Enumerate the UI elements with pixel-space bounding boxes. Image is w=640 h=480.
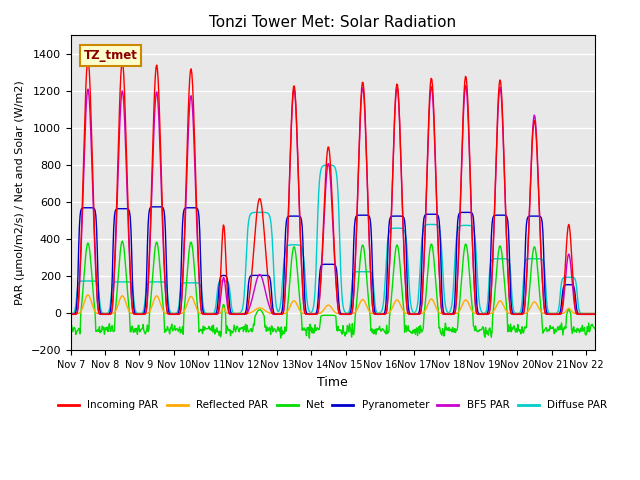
Incoming PAR (616, 312, 623, 317)
Title: Tonzi Tower Met: Solar Radiation: Tonzi Tower Met: Solar Radiation (209, 15, 456, 30)
BF5 PAR (67, 312, 75, 317)
Pyranometer (434, 212, 442, 218)
Reflected PAR (616, 311, 624, 316)
Diffuse PAR (616, 311, 624, 316)
BF5 PAR (232, 312, 240, 317)
Incoming PAR (616, 312, 624, 317)
Incoming PAR (403, 303, 411, 309)
Pyranometer (233, 312, 241, 317)
Reflected PAR (281, 311, 289, 316)
Pyranometer (281, 242, 289, 248)
Y-axis label: PAR (μmol/m2/s) / Net and Solar (W/m2): PAR (μmol/m2/s) / Net and Solar (W/m2) (15, 81, 25, 305)
Pyranometer (260, 273, 268, 278)
Line: Incoming PAR: Incoming PAR (71, 60, 620, 314)
Diffuse PAR (232, 311, 240, 316)
Legend: Incoming PAR, Reflected PAR, Net, Pyranometer, BF5 PAR, Diffuse PAR: Incoming PAR, Reflected PAR, Net, Pyrano… (54, 396, 611, 415)
Diffuse PAR (325, 162, 333, 168)
Diffuse PAR (434, 223, 442, 228)
Incoming PAR (281, 292, 289, 298)
Diffuse PAR (260, 209, 268, 215)
Line: BF5 PAR: BF5 PAR (71, 85, 620, 314)
BF5 PAR (280, 303, 288, 309)
Net (404, 325, 412, 331)
Diffuse PAR (67, 311, 75, 316)
BF5 PAR (461, 83, 469, 88)
Reflected PAR (260, 307, 268, 313)
Incoming PAR (67, 312, 75, 317)
Line: Net: Net (71, 241, 620, 338)
Incoming PAR (84, 57, 92, 62)
Pyranometer (131, 311, 139, 316)
Net (435, 309, 442, 314)
BF5 PAR (433, 208, 441, 214)
Incoming PAR (233, 312, 241, 317)
Reflected PAR (598, 311, 606, 316)
Line: Pyranometer: Pyranometer (71, 207, 620, 314)
BF5 PAR (260, 280, 268, 286)
X-axis label: Time: Time (317, 376, 348, 389)
Net (132, 325, 140, 331)
Pyranometer (616, 312, 624, 317)
Diffuse PAR (403, 242, 411, 248)
Diffuse PAR (280, 255, 288, 261)
Net (260, 313, 268, 319)
Incoming PAR (260, 229, 268, 235)
Line: Diffuse PAR: Diffuse PAR (71, 165, 620, 313)
Pyranometer (67, 312, 75, 317)
Incoming PAR (132, 312, 140, 317)
Net (281, 324, 289, 330)
Pyranometer (153, 204, 161, 210)
Reflected PAR (403, 311, 411, 316)
BF5 PAR (615, 312, 623, 317)
Line: Reflected PAR: Reflected PAR (71, 295, 620, 313)
Text: TZ_tmet: TZ_tmet (84, 49, 138, 62)
Reflected PAR (434, 308, 442, 313)
Reflected PAR (67, 311, 75, 316)
BF5 PAR (131, 312, 139, 317)
Net (616, 332, 624, 337)
Reflected PAR (132, 311, 140, 316)
Net (305, 335, 313, 341)
Diffuse PAR (602, 311, 610, 316)
Reflected PAR (233, 311, 241, 316)
BF5 PAR (402, 292, 410, 298)
Net (67, 329, 75, 335)
Pyranometer (403, 267, 411, 273)
Diffuse PAR (131, 307, 139, 313)
BF5 PAR (616, 312, 624, 317)
Reflected PAR (84, 292, 92, 298)
Net (233, 324, 241, 329)
Net (118, 238, 126, 244)
Incoming PAR (434, 226, 442, 231)
